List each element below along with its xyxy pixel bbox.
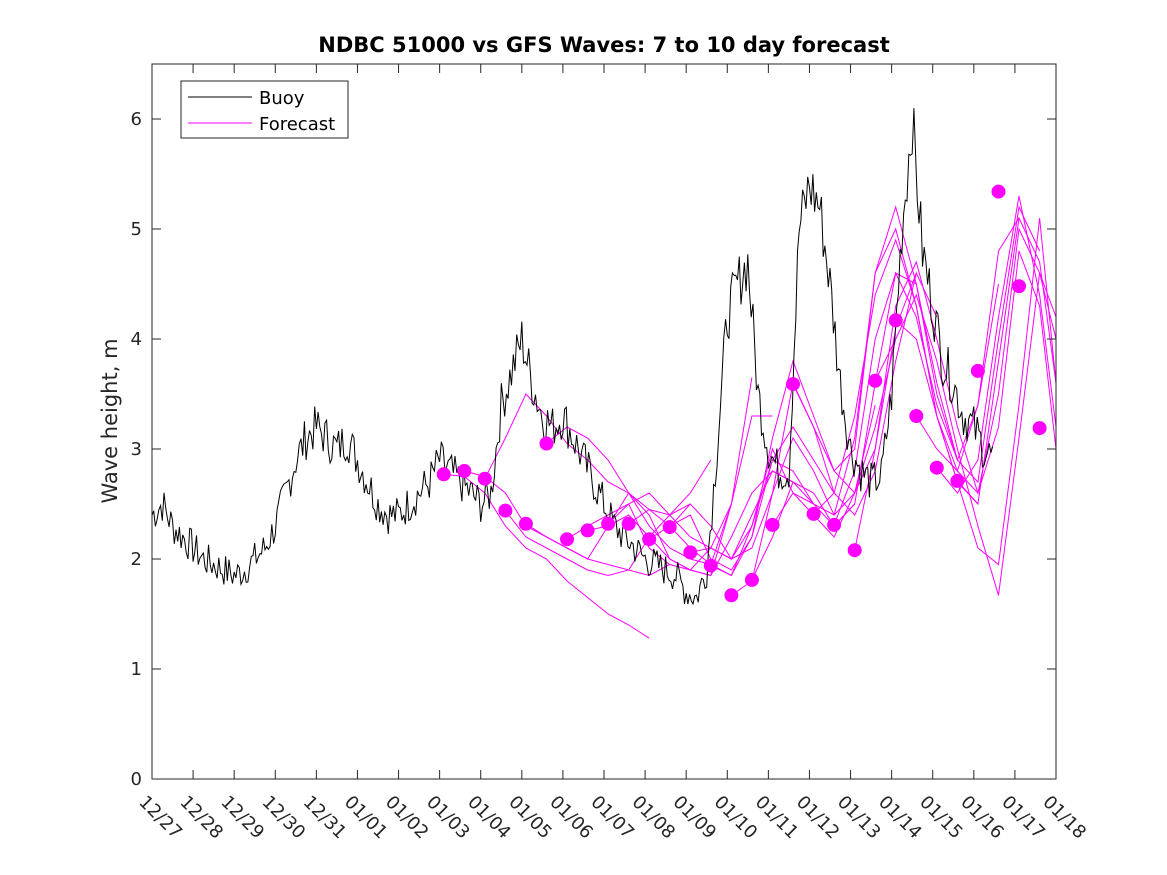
- forecast-point: [868, 373, 883, 388]
- forecast-track-line: [874, 272, 1057, 596]
- forecast-point: [806, 506, 821, 521]
- forecast-point: [642, 532, 657, 547]
- forecast-point: [703, 558, 718, 573]
- forecast-point: [827, 517, 842, 532]
- forecast-track-line: [833, 205, 1041, 526]
- legend-forecast-label: Forecast: [259, 114, 335, 135]
- legend-box: [180, 80, 349, 139]
- forecast-track-line: [936, 195, 1057, 494]
- forecast-point: [1032, 421, 1047, 436]
- y-tick-label: 4: [131, 329, 142, 350]
- forecast-point: [744, 572, 759, 587]
- forecast-point: [498, 503, 513, 518]
- forecast-point: [601, 516, 616, 531]
- forecast-track-line: [587, 470, 794, 577]
- forecast-track-line: [813, 217, 1020, 515]
- forecast-point: [436, 467, 451, 482]
- forecast-track-line: [792, 205, 999, 472]
- forecast-point: [477, 471, 492, 486]
- buoy-line-group: [151, 108, 994, 606]
- forecast-points: [436, 184, 1047, 603]
- plot-area: [151, 63, 1057, 780]
- y-tick-label: 6: [131, 109, 142, 130]
- forecast-point: [970, 363, 985, 378]
- forecast-point: [580, 523, 595, 538]
- y-axis: 0 1 2 3 4 5 6: [131, 109, 1056, 790]
- forecast-point: [991, 184, 1006, 199]
- y-tick-label: 5: [131, 219, 142, 240]
- y-tick-label: 2: [131, 549, 142, 570]
- forecast-point: [457, 464, 472, 478]
- forecast-point: [560, 532, 574, 547]
- forecast-track-line: [566, 415, 773, 577]
- legend-buoy-label: Buoy: [259, 88, 305, 109]
- forecast-point: [909, 409, 924, 423]
- forecast-point: [847, 543, 862, 558]
- legend: Buoy Forecast: [180, 80, 349, 139]
- forecast-track-line: [505, 459, 712, 577]
- forecast-track-line: [710, 272, 917, 577]
- plot-background: [152, 64, 1056, 779]
- forecast-point: [950, 473, 965, 488]
- forecast-track-line: [915, 250, 1057, 494]
- forecast-point: [888, 313, 903, 328]
- chart-title: NDBC 51000 vs GFS Waves: 7 to 10 day for…: [318, 33, 889, 57]
- forecast-point: [786, 377, 800, 392]
- forecast-track-line: [957, 216, 1057, 506]
- forecast-point: [724, 588, 739, 603]
- forecast-point: [662, 520, 677, 535]
- forecast-point: [539, 436, 554, 451]
- forecast-point: [518, 516, 533, 531]
- forecast-point: [621, 516, 636, 531]
- forecast-point: [929, 460, 944, 475]
- y-axis-label: Wave height, m: [98, 338, 122, 503]
- forecast-point: [683, 545, 698, 560]
- y-tick-label: 1: [131, 659, 142, 680]
- forecast-track-line: [669, 404, 876, 560]
- forecast-point: [1012, 279, 1026, 294]
- forecast-track-line: [895, 217, 1057, 566]
- y-tick-label: 0: [131, 769, 142, 790]
- buoy-line: [151, 108, 994, 606]
- forecast-track-line: [546, 377, 753, 566]
- forecast-tracks: [443, 195, 1057, 639]
- y-tick-label: 3: [131, 439, 142, 460]
- forecast-point: [765, 517, 780, 532]
